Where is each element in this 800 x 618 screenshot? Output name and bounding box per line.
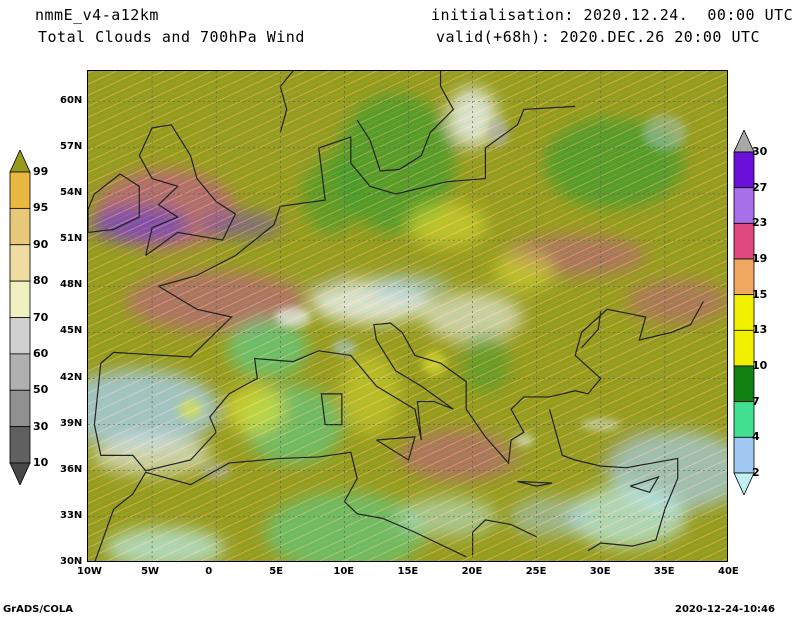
colorbar-label: 27 xyxy=(752,180,768,194)
lon-tick-label: 10E xyxy=(333,566,355,577)
lat-tick-label: 36N xyxy=(60,463,83,475)
lon-tick-label: 35E xyxy=(653,566,675,577)
colorbar-segment xyxy=(9,244,31,282)
colorbar-bottom-arrow xyxy=(9,462,31,485)
lat-tick-label: 39N xyxy=(60,417,83,429)
lat-tick-label: 30N xyxy=(60,556,83,567)
lon-tick-label: 5W xyxy=(141,566,160,577)
lat-tick-label: 60N xyxy=(60,94,83,106)
colorbar-segment xyxy=(9,317,31,355)
colorbar-label: 7 xyxy=(752,394,760,408)
colorbar-segment xyxy=(9,426,31,464)
colorbar-segment xyxy=(733,365,755,403)
coastlines xyxy=(88,71,704,561)
colorbar-label: 13 xyxy=(752,323,768,337)
colorbar-top-arrow xyxy=(733,130,755,153)
init-time: initialisation: 2020.12.24. 00:00 UTC xyxy=(431,6,794,24)
colorbar-segment xyxy=(733,294,755,331)
lon-tick-label: 5E xyxy=(269,566,284,577)
colorbar-label: 19 xyxy=(752,252,768,265)
colorbar-segment xyxy=(9,353,31,391)
colorbar-segment xyxy=(733,187,755,224)
colorbar-label: 60 xyxy=(33,346,49,360)
colorbar-label: 80 xyxy=(33,274,49,288)
valid-time: valid(+68h): 2020.DEC.26 20:00 UTC xyxy=(436,28,761,46)
wind-colorbar xyxy=(733,130,755,495)
model-title: nmmE_v4-a12km xyxy=(35,6,159,24)
lat-tick-label: 48N xyxy=(60,279,83,291)
lon-tick-label: 30E xyxy=(589,566,611,577)
wind-streamlines xyxy=(88,71,727,561)
colorbar-label: 99 xyxy=(33,165,49,178)
colorbar-segment xyxy=(9,207,31,246)
colorbar-label: 30 xyxy=(752,145,768,158)
colorbar-label: 30 xyxy=(33,419,49,433)
lat-tick-label: 42N xyxy=(60,371,83,383)
colorbar-segment xyxy=(9,171,31,209)
colorbar-label: 10 xyxy=(33,456,49,469)
lat-tick-label: 33N xyxy=(60,509,83,521)
lon-tick-label: 15E xyxy=(397,566,419,577)
graticule xyxy=(88,71,727,561)
colorbar-segment xyxy=(733,258,755,296)
lat-tick-label: 45N xyxy=(60,325,83,337)
colorbar-label: 23 xyxy=(752,216,768,230)
colorbar-segment xyxy=(733,436,755,474)
colorbar-segment xyxy=(9,389,31,428)
colorbar-label: 50 xyxy=(33,383,49,397)
lon-tick-label: 0 xyxy=(205,566,213,577)
lat-tick-label: 51N xyxy=(60,233,83,245)
forecast-map xyxy=(87,70,728,562)
colorbar-segment xyxy=(733,151,755,189)
colorbar-label: 2 xyxy=(752,466,760,479)
cloud-colorbar xyxy=(9,150,31,485)
colorbar-segment xyxy=(9,280,31,318)
lon-tick-label: 20E xyxy=(461,566,483,577)
lon-tick-label: 10W xyxy=(77,566,102,577)
colorbar-bottom-arrow xyxy=(733,472,755,495)
product-title: Total Clouds and 700hPa Wind xyxy=(38,28,305,46)
colorbar-label: 95 xyxy=(33,201,49,215)
lon-tick-label: 40E xyxy=(718,566,739,577)
lat-tick-label: 57N xyxy=(60,140,83,152)
colorbar-segment xyxy=(733,222,755,260)
colorbar-top-arrow xyxy=(9,150,31,173)
colorbar-label: 90 xyxy=(33,237,49,251)
footer-timestamp: 2020-12-24-10:46 xyxy=(675,604,775,615)
colorbar-label: 10 xyxy=(752,359,768,372)
colorbar-segment xyxy=(733,401,755,438)
lat-tick-label: 54N xyxy=(60,187,83,198)
colorbar-segment xyxy=(733,329,755,367)
colorbar-label: 70 xyxy=(33,310,49,324)
lon-tick-label: 25E xyxy=(525,566,547,577)
colorbar-label: 15 xyxy=(752,287,768,301)
footer-software: GrADS/COLA xyxy=(3,604,73,615)
colorbar-label: 4 xyxy=(752,430,760,444)
